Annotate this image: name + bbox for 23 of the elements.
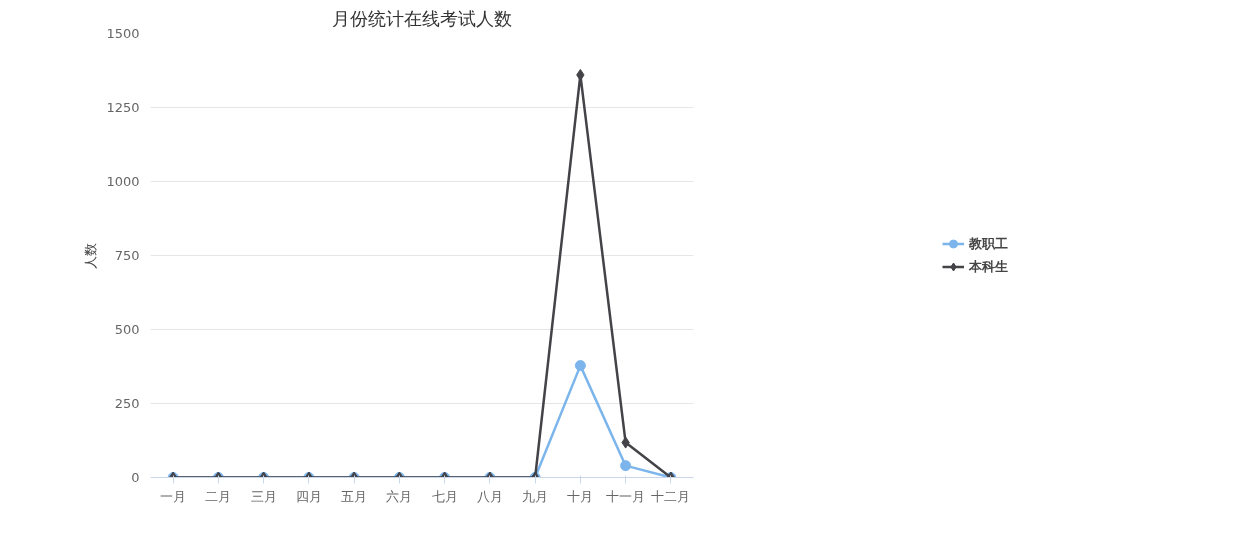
legend-label: 本科生 bbox=[969, 257, 1008, 276]
x-tick-label: 六月 bbox=[386, 488, 413, 504]
x-tick-label: 十一月 bbox=[606, 488, 646, 504]
x-tick-label: 八月 bbox=[476, 488, 503, 504]
y-axis-title: 人数 bbox=[83, 242, 99, 269]
y-tick-label: 1250 bbox=[106, 100, 140, 115]
y-tick-label: 500 bbox=[114, 322, 140, 337]
x-tick-label: 二月 bbox=[205, 488, 232, 504]
x-tick-label: 十月 bbox=[567, 488, 594, 504]
chart-title: 月份统计在线考试人数 bbox=[332, 7, 512, 29]
y-tick-label: 1500 bbox=[106, 26, 140, 41]
y-tick-label: 0 bbox=[131, 470, 140, 485]
x-tick-label: 三月 bbox=[250, 488, 277, 504]
y-tick-label: 250 bbox=[114, 396, 140, 411]
x-tick-label: 五月 bbox=[341, 488, 368, 504]
y-tick-label: 750 bbox=[114, 248, 140, 263]
x-tick-label: 一月 bbox=[160, 488, 187, 504]
x-tick-label: 九月 bbox=[522, 488, 549, 504]
y-tick-label: 1000 bbox=[106, 174, 140, 189]
x-tick-label: 七月 bbox=[431, 488, 458, 504]
legend-label: 教职工 bbox=[969, 234, 1008, 253]
x-tick-label: 十二月 bbox=[651, 488, 691, 504]
x-tick-label: 四月 bbox=[295, 488, 322, 504]
